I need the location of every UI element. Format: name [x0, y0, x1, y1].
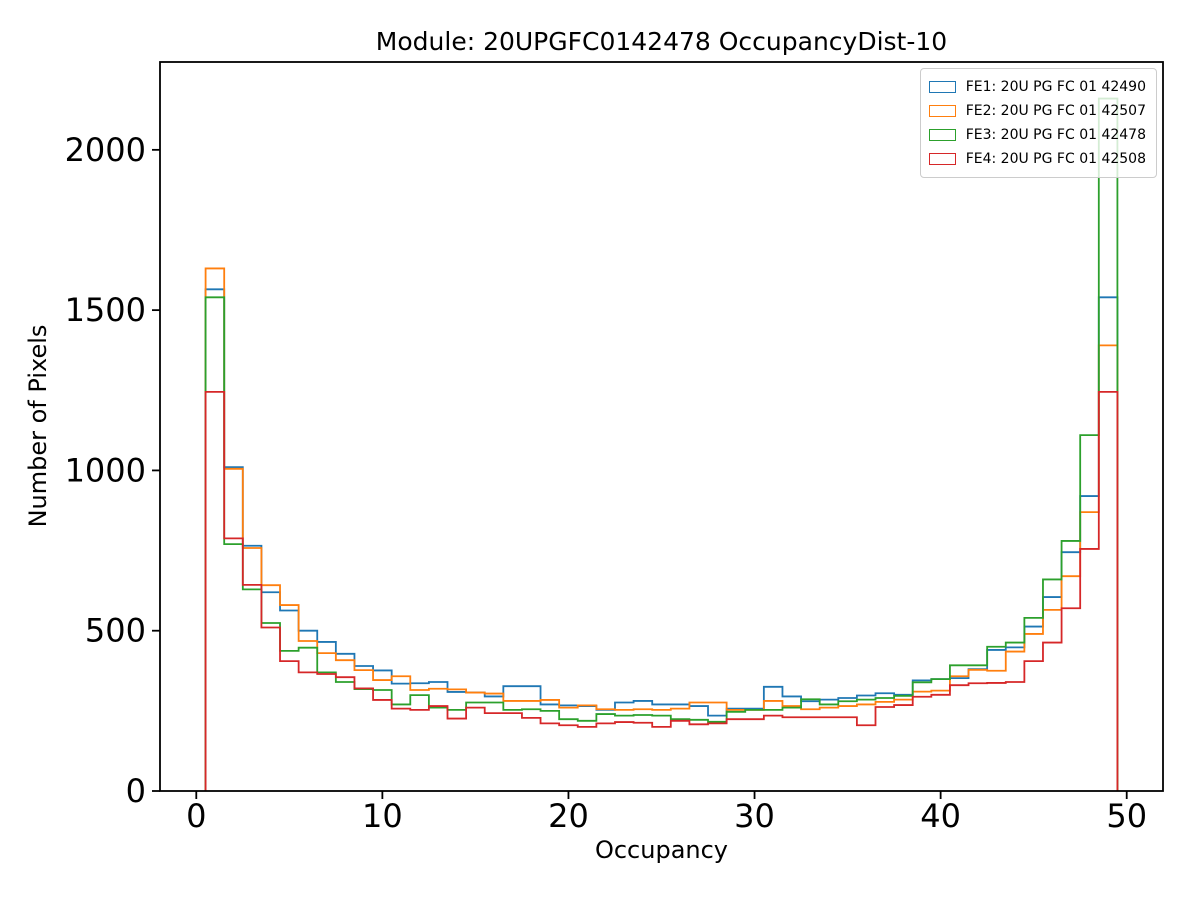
- legend-label-fe1: FE1: 20U PG FC 01 42490: [965, 79, 1146, 95]
- legend-entry-fe2: FE2: 20U PG FC 01 42507: [928, 99, 1146, 123]
- legend-swatch-fe1: [928, 81, 956, 93]
- legend-entry-fe1: FE1: 20U PG FC 01 42490: [928, 75, 1146, 99]
- y-axis-label: Number of Pixels: [24, 324, 52, 528]
- series-fe2-step-line: [204, 267, 1119, 791]
- legend-swatch-fe4: [928, 153, 956, 165]
- series-fe3-step-line: [204, 97, 1119, 791]
- legend-entry-fe3: FE3: 20U PG FC 01 42478: [928, 123, 1146, 147]
- series-fe4-step-line: [204, 390, 1119, 791]
- y-tick-label: 2000: [65, 131, 146, 169]
- legend: FE1: 20U PG FC 01 42490 FE2: 20U PG FC 01…: [919, 68, 1157, 178]
- legend-label-fe3: FE3: 20U PG FC 01 42478: [965, 127, 1146, 143]
- y-tick-label: 1500: [65, 291, 146, 329]
- x-tick-label: 10: [362, 797, 403, 835]
- chart-title: Module: 20UPGFC0142478 OccupancyDist-10: [375, 27, 948, 56]
- legend-label-fe4: FE4: 20U PG FC 01 42508: [965, 151, 1146, 167]
- x-tick-label: 20: [548, 797, 589, 835]
- axes-frame: [159, 61, 1164, 792]
- legend-entry-fe4: FE4: 20U PG FC 01 42508: [928, 147, 1146, 171]
- legend-swatch-fe2: [928, 105, 956, 117]
- legend-label-fe2: FE2: 20U PG FC 01 42507: [965, 103, 1146, 119]
- legend-swatch-fe3: [928, 129, 956, 141]
- y-tick-label: 500: [85, 612, 146, 650]
- y-tick-label: 1000: [65, 451, 146, 489]
- y-tick-label: 0: [126, 772, 146, 810]
- x-tick-label: 0: [186, 797, 206, 835]
- x-tick-label: 30: [734, 797, 775, 835]
- x-tick-label: 40: [920, 797, 961, 835]
- x-tick-label: 50: [1106, 797, 1147, 835]
- x-axis-label: Occupancy: [594, 836, 729, 864]
